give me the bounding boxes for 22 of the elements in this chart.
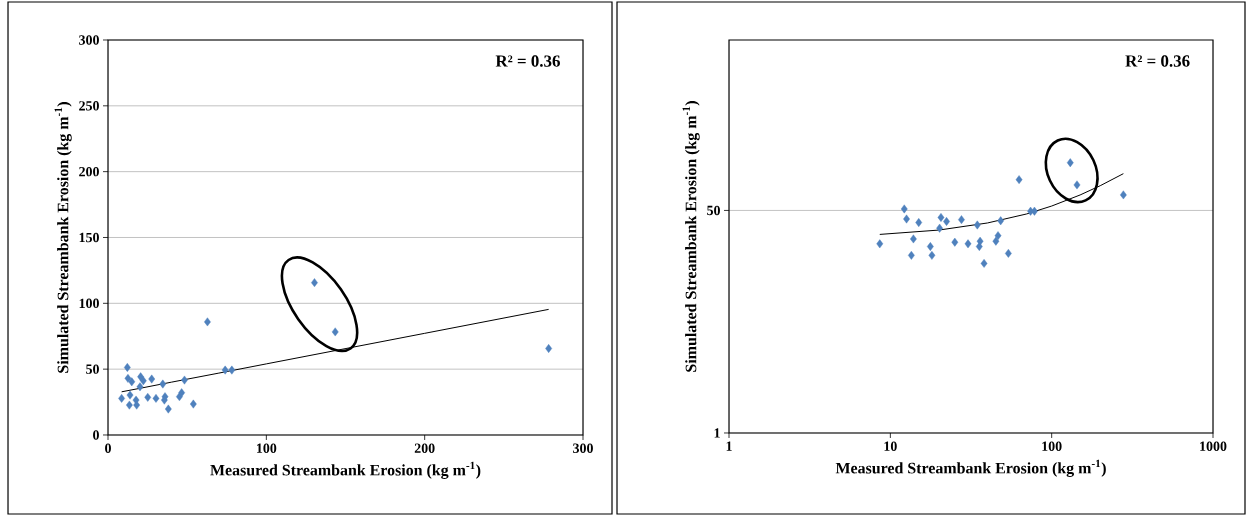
x-tick-label: 300 (573, 443, 593, 453)
y-tick-label: 100 (79, 298, 99, 309)
y-tick-label: 300 (79, 35, 99, 45)
x-axis-title: Measured Streambank Erosion (kg m$^{-1}$) (835, 459, 1106, 477)
x-tick-label: 100 (1042, 441, 1062, 451)
x-tick-label: 0 (105, 443, 111, 453)
x-tick-label: 1000 (1200, 441, 1227, 451)
y-tick-label: 200 (79, 166, 99, 177)
y-tick-label: 50 (86, 364, 99, 374)
x-tick-label: 200 (414, 443, 435, 453)
y-axis-title: Simulated Streambank Erosion (kg m$^{-1}$) (682, 101, 700, 372)
x-tick-label: 10 (884, 441, 897, 451)
annotation: R² = 0.36 (495, 55, 560, 67)
y-tick-label: 0 (93, 430, 99, 440)
y-tick-label: 250 (79, 101, 99, 111)
annotation: R² = 0.36 (1125, 55, 1190, 67)
x-tick-label: 1 (726, 441, 732, 451)
y-axis-title: Simulated Streambank Erosion (kg m$^{-1}$) (54, 102, 72, 373)
y-tick-label: 150 (79, 232, 99, 243)
x-tick-label: 100 (257, 443, 277, 453)
y-tick-label: 50 (707, 205, 720, 216)
x-axis-title: Measured Streambank Erosion (kg m$^{-1}$) (210, 461, 481, 479)
